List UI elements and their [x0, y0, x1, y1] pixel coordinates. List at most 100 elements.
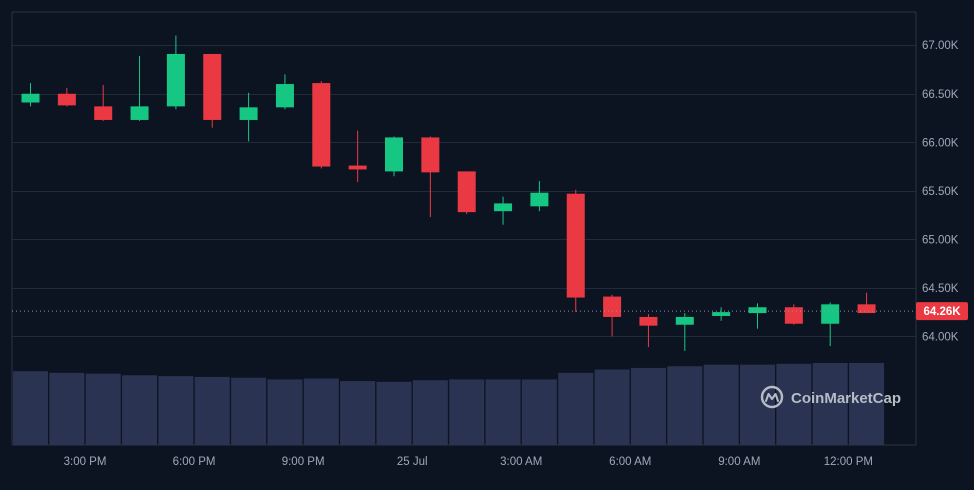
volume-bar [231, 377, 267, 445]
volume-bar [303, 378, 339, 445]
candle[interactable] [239, 92, 258, 142]
y-axis: 64.00K 64.50K 65.00K 65.50K 66.00K 66.50K 67.0… [922, 40, 959, 343]
volume-bar [158, 376, 194, 445]
candle[interactable] [821, 302, 840, 347]
candle[interactable] [639, 314, 658, 348]
candle-body [857, 304, 876, 314]
volume-bar [412, 380, 448, 445]
x-axis: 3:00 PM 6:00 PM 9:00 PM 25 Jul 3:00 AM 6:00 A… [64, 456, 873, 468]
y-tick-label: 64.00K [922, 331, 959, 343]
candle[interactable] [203, 53, 222, 128]
volume-bars [13, 363, 885, 445]
volume-bar [376, 381, 412, 445]
candle[interactable] [21, 83, 40, 107]
volume-bar [740, 364, 775, 445]
candle-body [712, 312, 731, 316]
y-tick-label: 67.00K [922, 40, 959, 52]
volume-bar [667, 366, 703, 445]
volume-bar [558, 372, 594, 445]
volume-bar [340, 381, 376, 445]
y-tick-label: 65.50K [922, 186, 959, 198]
volume-bar [13, 371, 48, 445]
candle-body [639, 316, 658, 326]
volume-bar [267, 379, 303, 445]
candle-body [675, 316, 694, 325]
candle-body [603, 296, 622, 317]
watermark: CoinMarketCap [760, 385, 901, 409]
candle-body [784, 307, 803, 324]
current-price-label: 64.26K [923, 306, 961, 318]
y-tick-label: 66.50K [922, 89, 959, 101]
candle[interactable] [530, 181, 549, 212]
volume-bar [521, 379, 557, 445]
candle-body [130, 106, 149, 120]
candle[interactable] [57, 87, 76, 107]
candle[interactable] [421, 136, 440, 217]
candle-body [494, 203, 513, 212]
volume-bar [85, 373, 121, 445]
candle-body [530, 192, 549, 207]
volume-bar [485, 379, 521, 445]
x-tick-label: 12:00 PM [824, 456, 873, 468]
x-tick-label: 9:00 PM [282, 456, 325, 468]
coinmarketcap-logo-icon [760, 385, 784, 409]
volume-bar [630, 367, 666, 445]
volume-bar [449, 379, 485, 445]
candle[interactable] [603, 294, 622, 337]
candles[interactable] [21, 35, 876, 351]
candle[interactable] [748, 303, 767, 329]
x-tick-label: 3:00 AM [500, 456, 542, 468]
x-tick-label: 3:00 PM [64, 456, 107, 468]
current-price-tag: 64.26K [916, 302, 968, 321]
candle[interactable] [130, 55, 149, 121]
candle[interactable] [566, 189, 585, 313]
candle[interactable] [457, 171, 476, 215]
candle-body [57, 93, 76, 106]
candle-body [348, 165, 367, 170]
candle[interactable] [348, 130, 367, 183]
volume-bar [594, 369, 630, 445]
candle[interactable] [857, 292, 876, 314]
candle[interactable] [494, 196, 513, 225]
x-tick-label: 25 Jul [397, 456, 428, 468]
x-tick-label: 6:00 PM [173, 456, 216, 468]
candle-body [239, 107, 258, 120]
candle[interactable] [385, 136, 403, 177]
candle-body [275, 84, 294, 108]
candle[interactable] [94, 85, 113, 121]
x-tick-label: 6:00 AM [609, 456, 651, 468]
candle[interactable] [784, 304, 803, 325]
volume-bar [849, 363, 885, 445]
y-tick-label: 65.00K [922, 234, 959, 246]
watermark-text: CoinMarketCap [791, 390, 901, 407]
candle-body [385, 137, 403, 172]
candle-body [748, 307, 767, 314]
volume-bar [122, 375, 158, 445]
candle-body [21, 93, 40, 103]
candle[interactable] [312, 81, 331, 169]
volume-bar [776, 363, 812, 445]
current-price-tag-bg [916, 302, 968, 321]
grid-lines [11, 11, 917, 446]
candle-body [566, 193, 585, 298]
candle[interactable] [275, 74, 294, 110]
y-tick-label: 66.00K [922, 137, 959, 149]
volume-bar [194, 376, 230, 445]
x-tick-label: 9:00 AM [718, 456, 760, 468]
candle-body [166, 53, 185, 107]
volume-bar [812, 363, 848, 445]
candle[interactable] [166, 35, 185, 110]
candle[interactable] [675, 313, 694, 351]
volume-bar [49, 372, 85, 445]
candle-body [94, 106, 113, 120]
candle-body [203, 53, 222, 120]
candle-body [312, 83, 331, 167]
volume-bar [703, 364, 739, 445]
candle[interactable] [712, 307, 731, 321]
candle-body [421, 137, 440, 173]
candle-body [457, 171, 476, 213]
y-tick-label: 64.50K [922, 283, 959, 295]
candle-body [821, 304, 840, 324]
